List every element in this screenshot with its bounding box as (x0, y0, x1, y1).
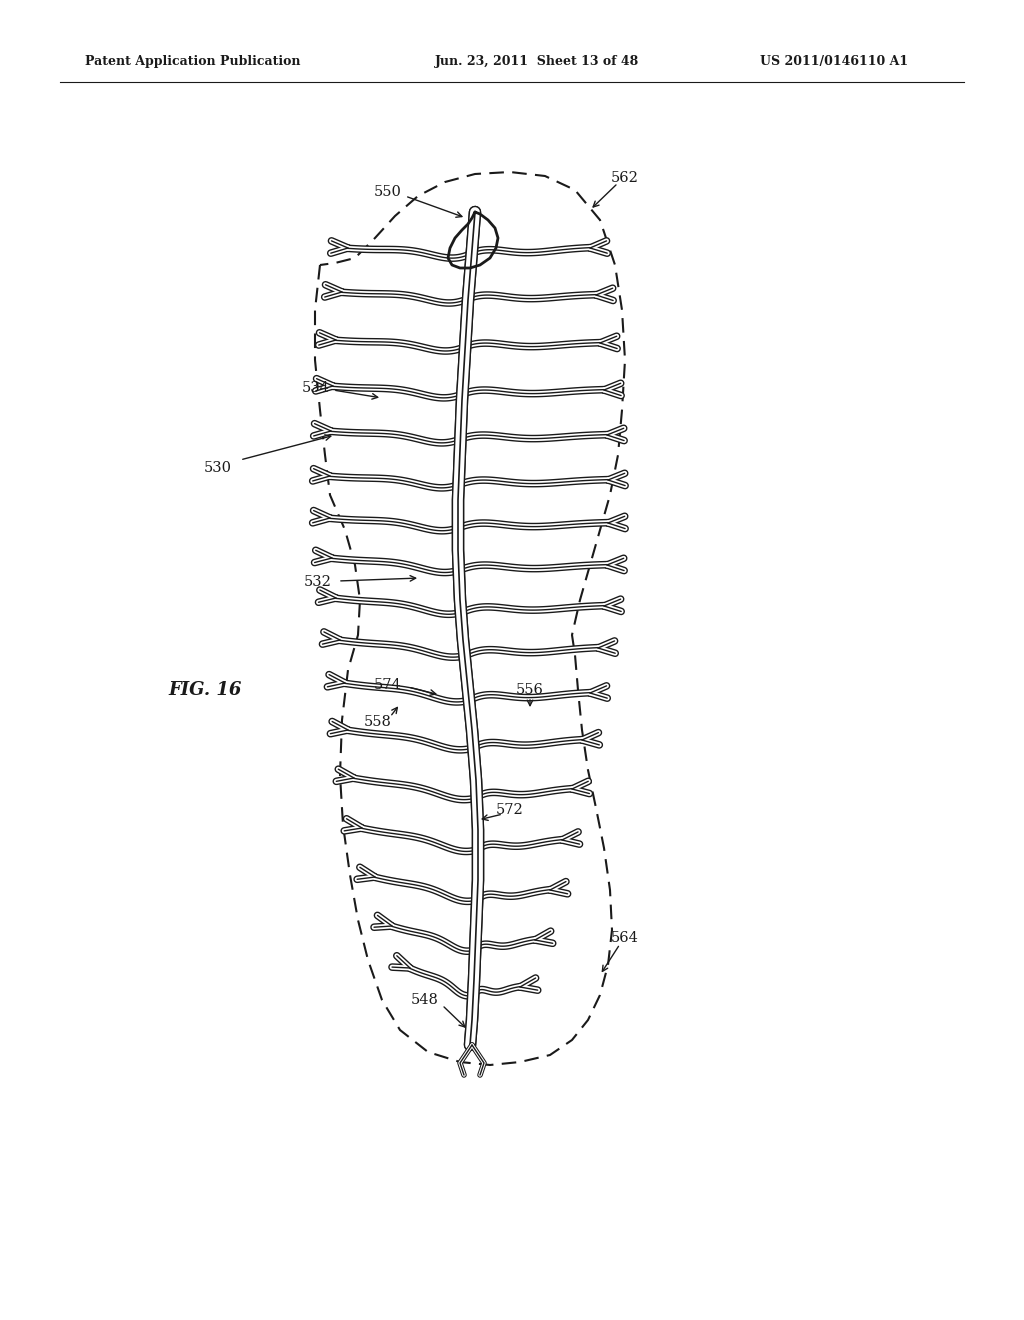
Text: 534: 534 (302, 381, 330, 395)
Text: 548: 548 (411, 993, 439, 1007)
Text: 556: 556 (516, 682, 544, 697)
Text: Patent Application Publication: Patent Application Publication (85, 55, 300, 69)
Text: Jun. 23, 2011  Sheet 13 of 48: Jun. 23, 2011 Sheet 13 of 48 (435, 55, 639, 69)
Text: 558: 558 (365, 715, 392, 729)
Text: 532: 532 (304, 576, 332, 589)
Text: 530: 530 (204, 461, 232, 475)
Text: 564: 564 (611, 931, 639, 945)
Text: 572: 572 (496, 803, 524, 817)
Text: 562: 562 (611, 172, 639, 185)
Text: 574: 574 (374, 678, 401, 692)
Text: US 2011/0146110 A1: US 2011/0146110 A1 (760, 55, 908, 69)
Text: FIG. 16: FIG. 16 (168, 681, 242, 700)
Text: 550: 550 (374, 185, 402, 199)
